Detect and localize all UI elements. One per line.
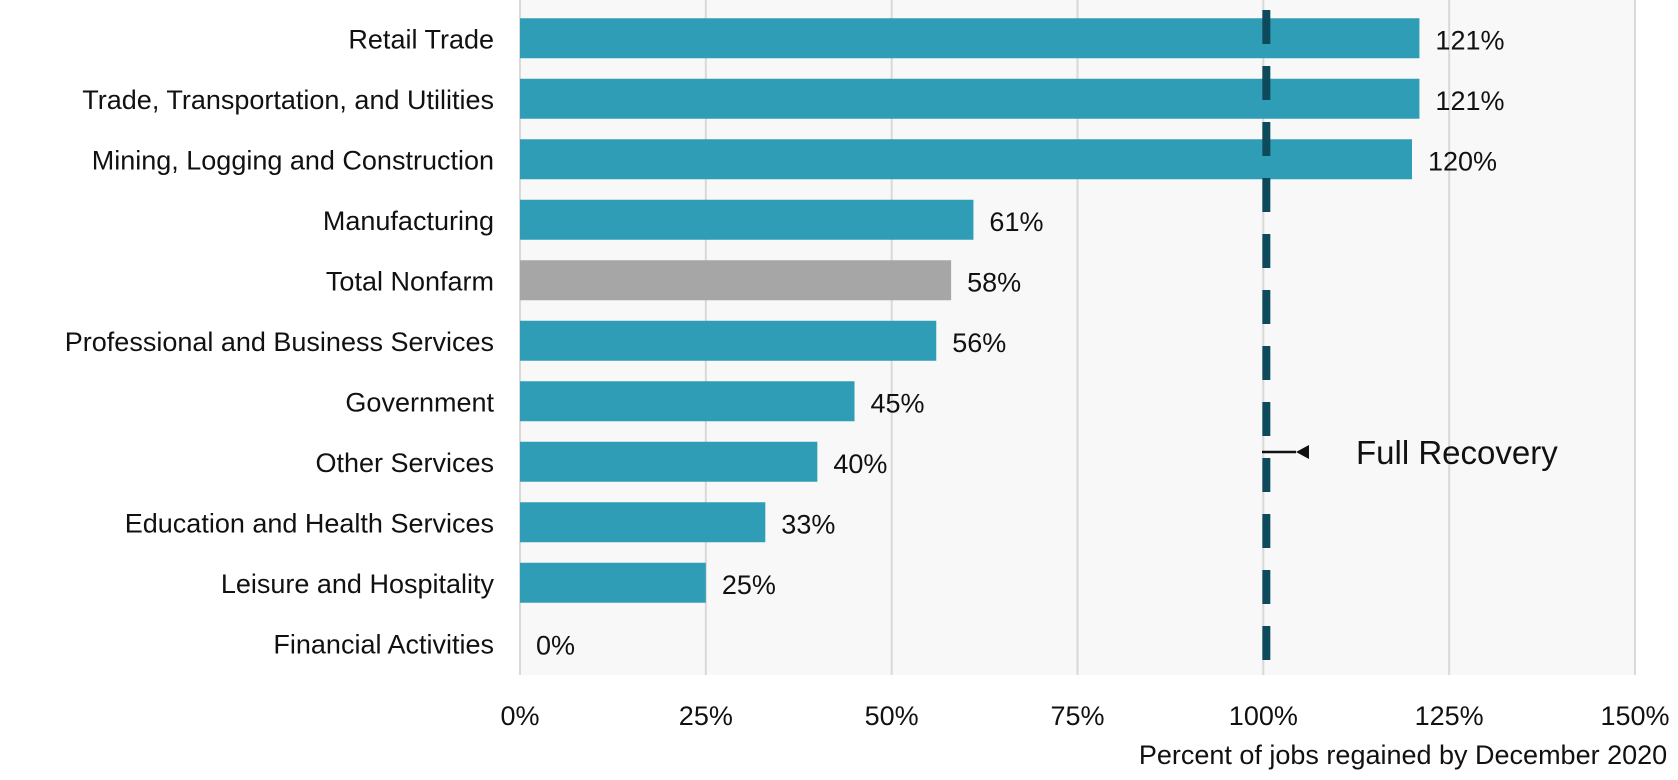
value-label: 40%: [833, 449, 887, 479]
value-labels: 121% 121% 120% 61% 58% 56% 45% 40% 33% 25% 0%: [536, 25, 1504, 660]
value-label: 121%: [1435, 25, 1504, 55]
category-label: Total Nonfarm: [326, 266, 494, 296]
bar: [520, 562, 706, 603]
value-label: 61%: [989, 207, 1043, 237]
category-label: Leisure and Hospitality: [221, 569, 495, 599]
x-tick-label: 25%: [679, 701, 733, 731]
category-label: Education and Health Services: [125, 508, 494, 538]
bar: [520, 260, 952, 301]
reference-line-label: Full Recovery: [1356, 434, 1558, 471]
x-tick-label: 50%: [865, 701, 919, 731]
category-label: Manufacturing: [323, 206, 494, 236]
bar: [520, 78, 1420, 119]
value-label: 33%: [781, 509, 835, 539]
value-label: 56%: [952, 328, 1006, 358]
category-label: Professional and Business Services: [65, 327, 494, 357]
x-tick-label: 100%: [1229, 701, 1298, 731]
bar: [520, 502, 766, 543]
category-label: Financial Activities: [273, 629, 494, 659]
bar: [520, 381, 855, 422]
bar: [520, 441, 818, 482]
value-label: 120%: [1428, 146, 1497, 176]
x-tick-labels: 0% 25% 50% 75% 100% 125% 150%: [500, 701, 1669, 731]
bar: [520, 320, 937, 361]
category-label: Retail Trade: [348, 24, 494, 54]
value-label: 25%: [722, 570, 776, 600]
value-label: 45%: [871, 388, 925, 418]
value-label: 58%: [967, 267, 1021, 297]
bar: [520, 139, 1412, 180]
category-labels: Retail Trade Trade, Transportation, and U…: [65, 24, 495, 659]
value-label: 0%: [536, 630, 575, 660]
left-arrow-icon: [1296, 445, 1309, 459]
value-label: 121%: [1435, 86, 1504, 116]
bar: [520, 199, 974, 240]
bar: [520, 18, 1420, 59]
x-tick-label: 0%: [500, 701, 539, 731]
category-label: Government: [345, 387, 494, 417]
x-axis-title: Percent of jobs regained by December 202…: [1139, 740, 1667, 770]
x-tick-label: 125%: [1415, 701, 1484, 731]
x-tick-label: 75%: [1050, 701, 1104, 731]
category-label: Trade, Transportation, and Utilities: [82, 85, 494, 115]
reference-line-group: Full Recovery: [1262, 10, 1558, 662]
category-label: Mining, Logging and Construction: [92, 145, 494, 175]
x-tick-label: 150%: [1600, 701, 1669, 731]
category-label: Other Services: [315, 448, 494, 478]
